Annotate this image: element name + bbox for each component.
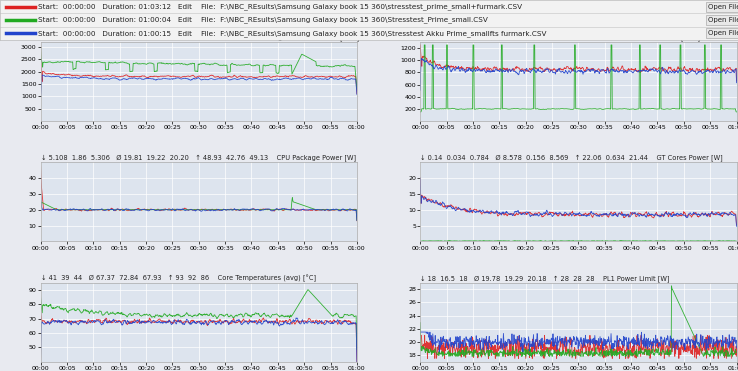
Text: ↓ 5.108  1.86  5.306   Ø 19.81  19.22  20.20   ↑ 48.93  42.76  49.13    CPU Pack: ↓ 5.108 1.86 5.306 Ø 19.81 19.22 20.20 ↑… [41, 154, 356, 161]
Text: ↓ 41  39  44   Ø 67.37  72.84  67.93   ↑ 93  92  86    Core Temperatures (avg) [: ↓ 41 39 44 Ø 67.37 72.84 67.93 ↑ 93 92 8… [41, 274, 316, 282]
Text: ↓ 73.2  13.5  101.1   Ø 1329  2094  1356   ↑ 3293  3316  2847    Average Effecti: ↓ 73.2 13.5 101.1 Ø 1329 2094 1356 ↑ 329… [41, 34, 359, 41]
Text: Open File: Open File [708, 4, 738, 10]
Text: ↓ 18  16.5  18   Ø 19.78  19.29  20.18   ↑ 28  28  28    PL1 Power Limit [W]: ↓ 18 16.5 18 Ø 19.78 19.29 20.18 ↑ 28 28… [420, 275, 669, 282]
Text: Start:  00:00:00   Duration: 01:00:15   Edit    File:  F:\NBC_REsults\Samsung Ga: Start: 00:00:00 Duration: 01:00:15 Edit … [38, 30, 547, 37]
Text: ↓ 99.8  99.2  596.6   Ø 592.2  111.3  788.7   ↑ 1303  1297  1297    GPU Clock [M: ↓ 99.8 99.2 596.6 Ø 592.2 111.3 788.7 ↑ … [420, 34, 700, 41]
Text: Open File: Open File [708, 30, 738, 36]
Text: Open File: Open File [708, 17, 738, 23]
Text: Start:  00:00:00   Duration: 01:00:04   Edit    File:  F:\NBC_REsults\Samsung Ga: Start: 00:00:00 Duration: 01:00:04 Edit … [38, 17, 489, 23]
Text: Start:  00:00:00   Duration: 01:03:12   Edit    File:  F:\NBC_REsults\Samsung Ga: Start: 00:00:00 Duration: 01:03:12 Edit … [38, 3, 523, 10]
Text: ↓ 0.14  0.034  0.784   Ø 8.578  0.156  8.569   ↑ 22.06  0.634  21.44    GT Cores: ↓ 0.14 0.034 0.784 Ø 8.578 0.156 8.569 ↑… [420, 154, 723, 161]
